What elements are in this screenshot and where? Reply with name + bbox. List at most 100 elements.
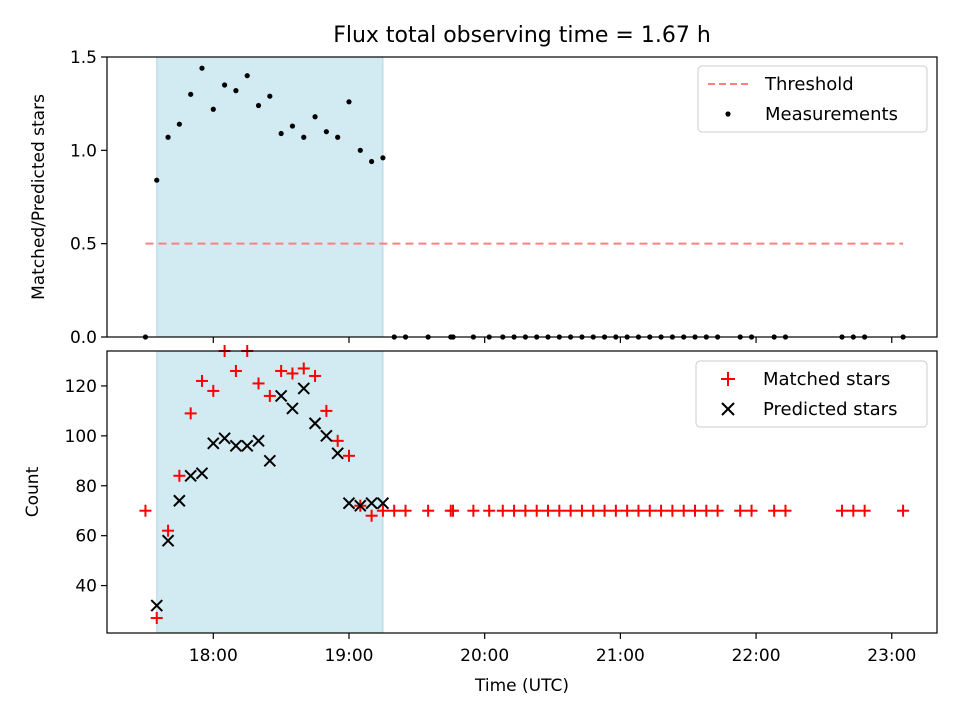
predicted-legend-marker <box>721 402 735 416</box>
ratio-y-tick-label: 0.0 <box>70 328 97 348</box>
ratio-x-ticks <box>212 337 893 343</box>
measurement-point <box>278 130 284 137</box>
matched-star-point <box>309 369 322 382</box>
count-y-axis-label: Count <box>23 466 43 517</box>
matched-star-point <box>530 504 543 517</box>
x-tick-label: 23:00 <box>867 646 916 666</box>
predicted-star-point <box>297 382 310 395</box>
measurement-point <box>210 106 216 112</box>
ratio-y-tick-label: 1.5 <box>70 48 97 68</box>
matched-star-point <box>184 407 197 420</box>
matched-star-point <box>677 504 690 517</box>
matched-star-point <box>331 434 344 447</box>
matched-star-point <box>666 504 679 517</box>
matched-star-point <box>496 504 509 517</box>
measurement-point <box>335 134 341 140</box>
matched-star-point <box>162 524 175 537</box>
predicted-star-point <box>184 469 197 482</box>
x-tick-label: 19:00 <box>324 646 373 666</box>
measurements-legend-label: Measurements <box>765 104 898 125</box>
matched-legend-label: Matched stars <box>763 369 890 390</box>
ratio-plot-frame <box>106 56 938 338</box>
measurement-point <box>289 123 296 129</box>
matched-star-point <box>711 504 724 517</box>
predicted-star-point <box>207 437 220 450</box>
matched-star-point <box>564 504 577 517</box>
matched-star-point <box>229 364 242 377</box>
matched-star-point <box>207 384 220 397</box>
predicted-star-point <box>342 497 356 510</box>
measurement-point <box>244 73 250 79</box>
matched-star-point <box>376 504 389 517</box>
count-y-tick-label: 40 <box>75 577 97 597</box>
measurement-point <box>346 99 352 105</box>
count-legend-box <box>695 360 928 428</box>
matched-star-point <box>621 504 634 517</box>
count-y-tick-label: 100 <box>65 427 97 447</box>
ratio-y-tick-label: 1.0 <box>70 141 97 161</box>
matched-star-point <box>858 504 871 517</box>
predicted-star-point <box>241 439 254 453</box>
matched-star-point <box>643 504 656 517</box>
matched-star-point <box>836 504 849 517</box>
matched-star-point <box>139 504 152 517</box>
measurement-point <box>357 147 363 153</box>
matched-legend-marker <box>721 372 735 386</box>
matched-star-point <box>252 377 265 390</box>
predicted-star-point <box>229 439 243 453</box>
predicted-star-point <box>308 417 322 430</box>
measurement-point <box>233 88 239 94</box>
predicted-star-point <box>354 499 367 512</box>
measurement-point <box>188 91 194 97</box>
matched-star-point <box>587 504 600 517</box>
chart-title: Flux total observing time = 1.67 h <box>333 23 711 48</box>
predicted-star-point <box>173 494 186 507</box>
ratio-y-axis: 0.0 0.5 1.0 1.5 <box>70 48 107 348</box>
ratio-y-tick-label: 0.5 <box>70 235 97 255</box>
threshold-legend-label: Threshold <box>764 74 854 95</box>
count-panel: 40 60 80 100 120 18:00 19:00 20:00 21:00 22:00 23… <box>23 345 938 696</box>
ratio-panel: 0.0 0.5 1.0 1.5 Matched/Predicted stars Thr… <box>29 48 938 348</box>
measurement-point <box>176 121 182 127</box>
count-y-axis: 40 60 80 100 120 <box>65 377 107 597</box>
measurement-point <box>154 177 160 183</box>
matched-star-point <box>689 504 702 517</box>
measurement-point <box>222 82 228 88</box>
matched-star-point <box>542 504 555 517</box>
matched-star-point <box>519 504 532 517</box>
matched-star-point <box>320 404 333 417</box>
x-tick-label: 20:00 <box>460 646 509 666</box>
measurement-point <box>323 129 329 135</box>
matched-star-point <box>745 504 758 517</box>
matched-star-point <box>150 612 163 625</box>
predicted-star-point <box>365 497 378 510</box>
predicted-legend-label: Predicted stars <box>763 399 897 420</box>
matched-star-point <box>897 504 910 517</box>
predicted-star-point <box>376 497 390 510</box>
predicted-star-point <box>320 429 333 443</box>
matched-star-point <box>768 504 781 517</box>
matched-star-point <box>297 362 310 375</box>
measurement-point <box>199 65 205 71</box>
measurement-point <box>369 158 375 165</box>
predicted-star-point <box>286 402 299 415</box>
matched-star-point <box>847 504 860 517</box>
matched-star-point <box>467 504 480 517</box>
matched-star-point <box>508 504 521 517</box>
matched-star-point <box>655 504 668 517</box>
predicted-star-point <box>274 389 288 403</box>
measurements-legend-marker <box>725 111 731 117</box>
measurement-point <box>301 134 307 140</box>
matched-star-point <box>575 504 588 517</box>
ratio-legend: Threshold Measurements <box>697 65 928 133</box>
matched-star-point <box>422 504 435 517</box>
predicted-star-point <box>331 447 344 460</box>
matched-star-point <box>388 504 401 517</box>
matched-star-point <box>598 504 611 517</box>
matched-star-point <box>483 504 496 517</box>
count-y-tick-label: 80 <box>75 477 97 497</box>
predicted-star-point <box>252 434 265 448</box>
x-axis-label: Time (UTC) <box>474 676 569 696</box>
count-x-axis: 18:00 19:00 20:00 21:00 22:00 23:00 <box>189 633 916 666</box>
